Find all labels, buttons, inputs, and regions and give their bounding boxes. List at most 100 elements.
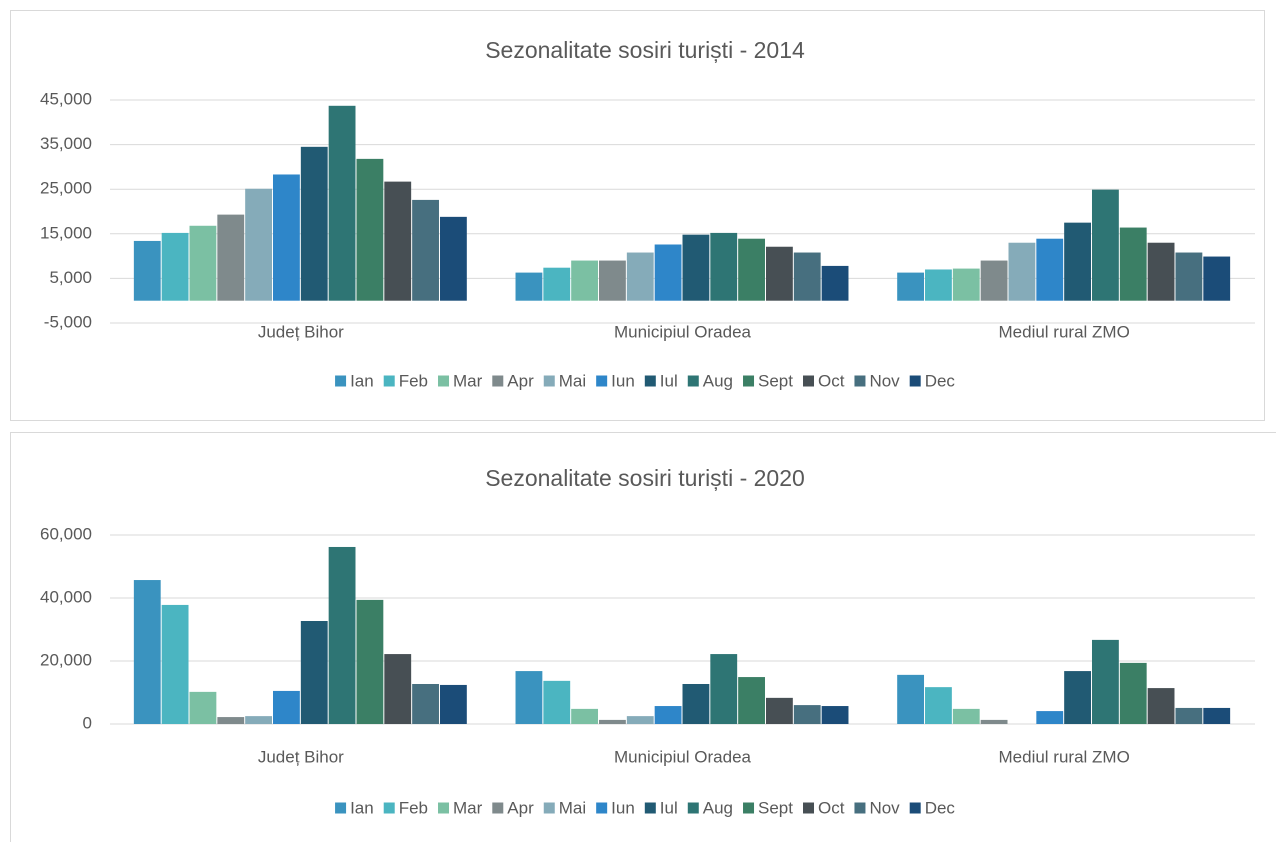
bar: [439, 216, 467, 301]
bar: [328, 105, 356, 301]
x-tick-label: Municipiul Oradea: [614, 747, 752, 766]
legend-label: Dec: [925, 371, 956, 390]
legend-label: Iun: [611, 798, 635, 817]
legend-label: Iul: [660, 371, 678, 390]
bar: [952, 268, 980, 301]
y-tick-label: 25,000: [40, 179, 92, 198]
x-tick-label: Județ Bihor: [258, 747, 344, 766]
legend-swatch: [803, 375, 815, 387]
legend-label: Mar: [453, 798, 483, 817]
bar: [952, 708, 980, 724]
legend-label: Aug: [703, 371, 733, 390]
legend-swatch: [492, 375, 504, 387]
legend-swatch: [687, 375, 699, 387]
bar: [328, 546, 356, 724]
bar: [543, 680, 571, 724]
legend-label: Apr: [507, 798, 534, 817]
bar: [1175, 252, 1203, 301]
bar: [189, 691, 217, 724]
legend-label: Feb: [399, 371, 428, 390]
bar: [793, 705, 821, 724]
bar: [571, 708, 599, 724]
legend-label: Oct: [818, 371, 845, 390]
bar: [1147, 688, 1175, 724]
legend-label: Aug: [703, 798, 733, 817]
bar: [1119, 662, 1147, 724]
bar: [599, 260, 626, 301]
y-tick-label: 60,000: [40, 524, 92, 543]
legend-label: Iul: [660, 798, 678, 817]
bar: [793, 252, 821, 301]
legend-swatch: [743, 375, 755, 387]
bar: [1008, 242, 1036, 301]
y-tick-label: 20,000: [40, 650, 92, 669]
y-tick-label: 0: [83, 713, 92, 732]
legend-swatch: [383, 802, 395, 814]
bar: [1064, 222, 1091, 301]
y-tick-label: 35,000: [40, 134, 92, 153]
legend-swatch: [909, 802, 921, 814]
legend-swatch: [335, 375, 347, 387]
y-tick-label: 40,000: [40, 587, 92, 606]
bar: [412, 199, 439, 301]
legend-swatch: [803, 802, 815, 814]
legend-label: Mai: [559, 798, 586, 817]
legend-swatch: [543, 802, 555, 814]
bar: [300, 146, 328, 301]
legend-swatch: [644, 375, 656, 387]
bar: [765, 697, 793, 724]
chart-border: [10, 10, 1265, 421]
bar: [515, 671, 543, 724]
x-tick-label: Mediul rural ZMO: [999, 747, 1130, 766]
legend-label: Dec: [925, 798, 956, 817]
legend-label: Mai: [559, 371, 586, 390]
legend-label: Feb: [399, 798, 428, 817]
bar: [1036, 711, 1064, 724]
legend-swatch: [492, 802, 504, 814]
legend-swatch: [909, 375, 921, 387]
legend-label: Iun: [611, 371, 635, 390]
bar: [1091, 639, 1119, 724]
legend-label: Ian: [350, 798, 374, 817]
bar: [1203, 707, 1231, 724]
bar: [161, 232, 189, 301]
legend-swatch: [438, 802, 450, 814]
y-tick-label: 15,000: [40, 223, 92, 242]
bar: [543, 267, 571, 301]
bar: [925, 687, 952, 724]
bar: [245, 188, 273, 301]
bar: [161, 604, 189, 724]
chart-border: [10, 432, 1276, 842]
x-tick-label: Mediul rural ZMO: [999, 322, 1130, 341]
bar: [765, 246, 793, 301]
legend-swatch: [335, 802, 347, 814]
bar: [133, 240, 161, 301]
y-tick-label: -5,000: [44, 312, 92, 331]
bar: [626, 252, 654, 301]
bar: [710, 232, 738, 301]
legend-label: Ian: [350, 371, 374, 390]
legend-swatch: [854, 802, 866, 814]
legend-swatch: [854, 375, 866, 387]
bar: [1091, 189, 1119, 301]
bar: [439, 684, 467, 724]
bar: [626, 716, 654, 724]
bar: [682, 683, 710, 724]
legend-label: Sept: [758, 371, 793, 390]
legend-swatch: [743, 802, 755, 814]
legend-label: Oct: [818, 798, 845, 817]
bar: [245, 716, 273, 724]
bar: [738, 238, 765, 301]
bar: [654, 244, 682, 301]
legend-label: Nov: [869, 798, 900, 817]
y-tick-label: 45,000: [40, 89, 92, 108]
bar: [189, 225, 217, 301]
bar: [356, 158, 384, 301]
bar: [217, 214, 245, 301]
bar: [1147, 242, 1175, 301]
bar: [980, 719, 1008, 724]
bar: [599, 719, 626, 724]
bar: [897, 674, 925, 724]
bar: [1119, 227, 1147, 301]
